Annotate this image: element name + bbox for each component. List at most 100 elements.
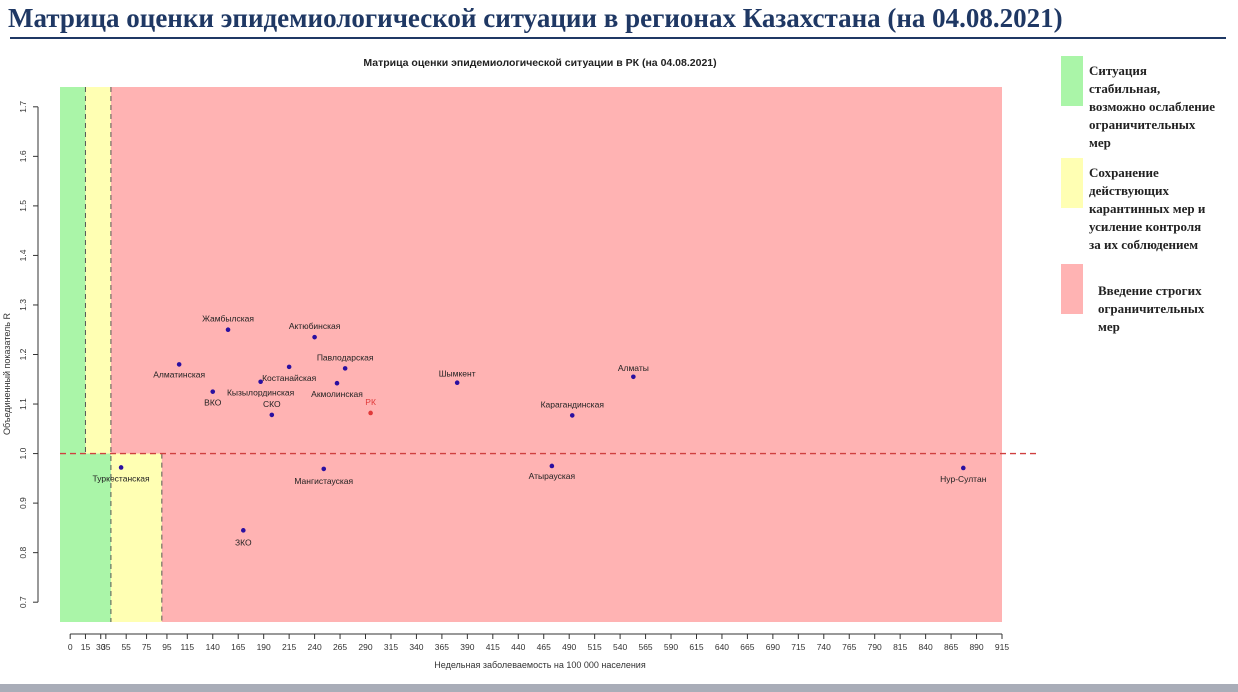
- x-tick-label: 30: [96, 642, 106, 652]
- legend-label: Сохранение действующих карантинных мер и ус…: [1089, 164, 1238, 254]
- data-point: [569, 413, 575, 418]
- x-tick-label: 340: [409, 642, 423, 652]
- data-point-label: Нур-Султан: [940, 474, 987, 484]
- zone-red-upper: [110, 87, 1002, 454]
- legend-label-line: за их соблюдением: [1089, 237, 1199, 252]
- data-point: [286, 364, 292, 370]
- y-tick-label: 1.0: [18, 447, 28, 459]
- zone-yellow-lower: [110, 453, 162, 622]
- data-point: [549, 463, 555, 469]
- zone-red-lower: [161, 453, 1003, 622]
- x-tick-label: 115: [181, 642, 195, 652]
- legend-swatch: [1061, 264, 1083, 314]
- data-point-label: Кызылординская: [227, 388, 295, 398]
- x-tick-label: 265: [333, 642, 347, 652]
- x-tick-label: 55: [121, 642, 131, 652]
- data-point: [342, 366, 348, 371]
- x-tick-label: 540: [613, 642, 627, 652]
- legend-label-line: мер: [1089, 135, 1111, 150]
- x-tick-label: 790: [868, 642, 882, 652]
- y-tick-label: 1.6: [18, 150, 28, 162]
- scatter-chart: Матрица оценки эпидемиологической ситуац…: [2, 57, 1040, 670]
- data-point: [225, 327, 231, 333]
- zone-green-lower: [60, 453, 111, 622]
- x-tick-label: 490: [562, 642, 576, 652]
- y-tick-label: 0.9: [18, 497, 28, 509]
- x-tick-label: 15: [81, 642, 91, 652]
- data-point-label: ЗКО: [235, 537, 252, 547]
- x-tick-label: 915: [995, 642, 1009, 652]
- legend-label-line: Введение строгих: [1098, 283, 1202, 298]
- x-tick-label: 665: [740, 642, 754, 652]
- x-tick-label: 440: [511, 642, 525, 652]
- chart-zones: [60, 87, 1003, 622]
- x-tick-label: 165: [231, 642, 245, 652]
- data-point-label: Мангистауская: [294, 476, 353, 486]
- data-point-label: Туркестанская: [93, 473, 150, 483]
- data-point-label: РК: [365, 397, 376, 407]
- x-tick-label: 890: [969, 642, 983, 652]
- x-tick-label: 75: [142, 642, 152, 652]
- y-tick-label: 1.1: [18, 398, 28, 410]
- data-point: [961, 465, 966, 471]
- zone-yellow-upper: [85, 87, 111, 454]
- legend-label: Введение строгих ограничительных мер: [1098, 282, 1238, 336]
- title-underline: [10, 37, 1226, 39]
- data-point-label: СКО: [263, 399, 281, 409]
- data-point: [321, 466, 327, 472]
- x-tick-label: 190: [257, 642, 271, 652]
- data-point-label: Павлодарская: [317, 352, 374, 362]
- data-point-label: ВКО: [204, 398, 222, 408]
- data-point: [258, 379, 263, 385]
- x-tick-label: 640: [715, 642, 729, 652]
- x-tick-label: 290: [358, 642, 372, 652]
- legend-label-line: карантинных мер и: [1089, 201, 1206, 216]
- legend-label-line: стабильная,: [1089, 81, 1161, 96]
- x-tick-label: 240: [308, 642, 322, 652]
- data-point: [631, 374, 636, 380]
- data-point: [210, 389, 216, 394]
- bottom-bar: [0, 684, 1238, 692]
- x-tick-label: 390: [460, 642, 474, 652]
- data-point: [368, 410, 373, 416]
- data-point-label: Акмолинская: [311, 389, 363, 399]
- data-point: [241, 528, 246, 533]
- y-tick-label: 1.7: [18, 101, 28, 113]
- x-tick-label: 315: [384, 642, 398, 652]
- x-tick-label: 690: [766, 642, 780, 652]
- x-tick-label: 465: [537, 642, 551, 652]
- x-tick-label: 35: [101, 642, 111, 652]
- legend-label-line: действующих: [1089, 183, 1169, 198]
- y-tick-label: 1.2: [18, 348, 28, 360]
- data-point-label: Актюбинская: [289, 321, 341, 331]
- legend-label-line: усиление контроля: [1089, 219, 1202, 234]
- data-point: [334, 380, 340, 386]
- legend-label-line: ограничительных: [1098, 301, 1205, 316]
- x-tick-label: 565: [638, 642, 652, 652]
- x-tick-label: 515: [588, 642, 602, 652]
- x-tick-label: 95: [162, 642, 172, 652]
- x-tick-label: 0: [68, 642, 73, 652]
- data-point-label: Алматинская: [153, 369, 205, 379]
- data-point-label: Атырауская: [529, 471, 576, 481]
- y-axis-label: Объединенный показатель R: [2, 313, 12, 436]
- x-tick-label: 140: [206, 642, 220, 652]
- x-tick-label: 615: [689, 642, 703, 652]
- legend-label: Ситуация стабильная, возможно ослабление ог…: [1089, 62, 1238, 152]
- chart-title: Матрица оценки эпидемиологической ситуац…: [363, 57, 716, 69]
- data-point: [118, 465, 124, 470]
- data-point-label: Костанайская: [262, 373, 317, 383]
- x-axis-label: Недельная заболеваемость на 100 000 насе…: [434, 660, 646, 670]
- data-point: [312, 334, 317, 340]
- legend-label-line: Ситуация: [1089, 63, 1147, 78]
- data-point-label: Карагандинская: [541, 399, 605, 409]
- data-point: [454, 380, 460, 386]
- legend-label-line: мер: [1098, 319, 1120, 334]
- x-tick-label: 840: [919, 642, 933, 652]
- x-tick-label: 765: [842, 642, 856, 652]
- data-point: [176, 362, 182, 367]
- data-point-label: Жамбылская: [202, 314, 254, 324]
- y-tick-label: 1.4: [18, 249, 28, 261]
- legend-label-line: Сохранение: [1089, 165, 1159, 180]
